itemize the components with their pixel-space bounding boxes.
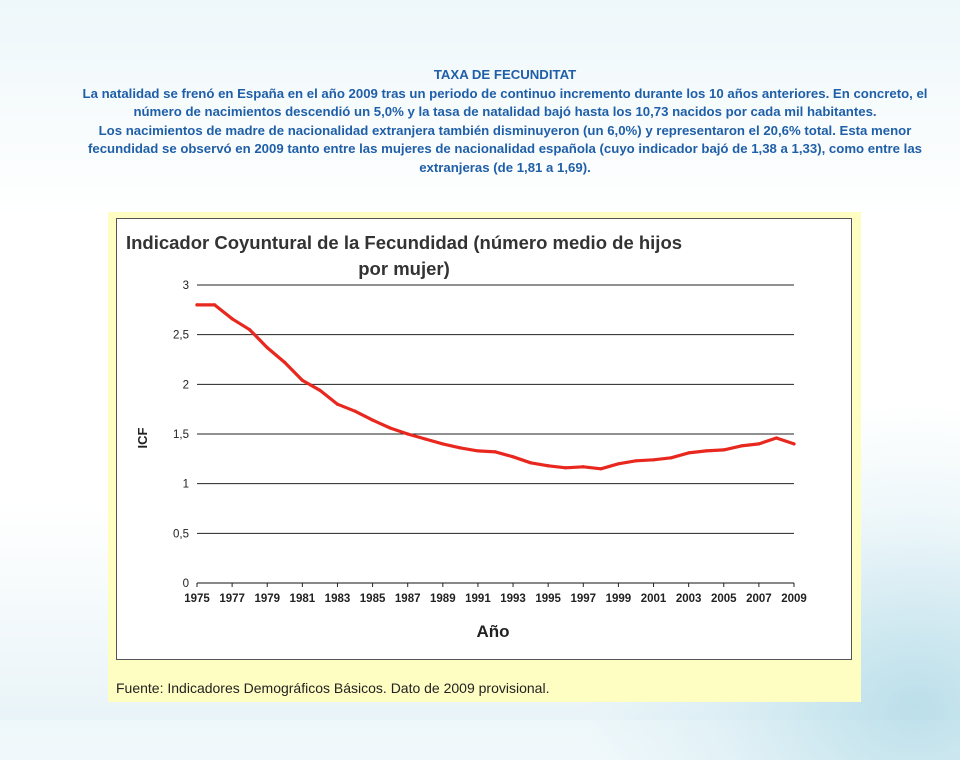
icf-data-point (564, 466, 568, 470)
icf-data-point (599, 467, 603, 471)
icf-data-point (265, 345, 269, 350)
icf-data-point (441, 442, 445, 446)
icf-data-point (546, 464, 550, 468)
icf-data-point (669, 456, 673, 460)
icf-data-point (300, 378, 304, 382)
icf-data-point (529, 461, 533, 465)
x-tick-label: 1975 (184, 593, 210, 605)
fertility-line-chart: Indicador Coyuntural de la Fecundidad (n… (126, 232, 807, 641)
y-tick-label: 1,5 (173, 429, 189, 441)
y-tick-label: 0,5 (173, 528, 189, 540)
source-note: Fuente: Indicadores Demográficos Básicos… (116, 680, 550, 696)
icf-data-point (739, 444, 743, 448)
icf-data-point (651, 458, 656, 462)
y-tick-label: 0 (183, 578, 189, 590)
icf-data-point (722, 448, 726, 452)
icf-data-point (616, 462, 621, 466)
y-axis-label: ICF (135, 427, 150, 448)
icf-data-point (370, 418, 375, 422)
icf-data-point (687, 451, 691, 455)
chart-panel: Indicador Coyuntural de la Fecundidad (n… (116, 218, 852, 660)
x-tick-label: 1999 (606, 593, 632, 605)
slide-paragraph-2: Los nacimientos de madre de nacionalidad… (87, 122, 923, 175)
y-tick-label: 2,5 (173, 330, 189, 342)
x-tick-label: 1993 (500, 593, 526, 605)
icf-data-point (634, 459, 638, 463)
icf-data-point (704, 449, 708, 453)
x-tick-label: 2005 (711, 593, 737, 605)
icf-data-point (335, 402, 340, 406)
x-axis-label: Año (476, 622, 509, 641)
x-tick-label: 1995 (535, 593, 561, 605)
y-tick-label: 2 (183, 379, 189, 391)
x-tick-label: 1985 (360, 593, 386, 605)
x-tick-label: 2007 (746, 593, 772, 605)
slide-text-block: TAXA DE FECUNDITAT La natalidad se frenó… (80, 66, 930, 177)
icf-data-point (195, 303, 199, 307)
icf-series-line (195, 303, 796, 471)
y-tick-label: 3 (183, 280, 189, 292)
x-tick-label: 2009 (781, 593, 807, 605)
x-tick-label: 1991 (465, 593, 491, 605)
x-tick-label: 2003 (676, 593, 702, 605)
x-tick-label: 2001 (641, 593, 667, 605)
icf-data-point (757, 442, 761, 446)
x-tick-label: 1987 (395, 593, 421, 605)
slide-heading: TAXA DE FECUNDITAT (433, 67, 577, 82)
icf-data-point (581, 465, 585, 469)
icf-data-point (388, 426, 392, 430)
chart-title-line-1: Indicador Coyuntural de la Fecundidad (n… (126, 232, 682, 253)
icf-data-point (792, 442, 796, 446)
icf-data-point (230, 317, 234, 321)
icf-data-point (476, 449, 480, 453)
x-tick-label: 1977 (219, 593, 245, 605)
x-tick-label: 1981 (290, 593, 316, 605)
chart-title-line-2: por mujer) (358, 258, 449, 279)
icf-data-point (318, 388, 322, 392)
figure-frame: Indicador Coyuntural de la Fecundidad (n… (108, 212, 861, 702)
icf-data-point (774, 436, 779, 440)
slide-paragraph-1: La natalidad se frenó en España en el añ… (82, 85, 928, 120)
x-tick-label: 1979 (254, 593, 280, 605)
x-tick-label: 1989 (430, 593, 456, 605)
icf-data-point (353, 409, 357, 413)
icf-data-point (493, 450, 498, 454)
icf-data-point (212, 303, 217, 307)
icf-data-point (283, 360, 287, 365)
y-tick-label: 1 (183, 479, 189, 491)
icf-data-point (423, 437, 427, 441)
icf-data-point (511, 455, 515, 459)
x-tick-label: 1997 (570, 593, 596, 605)
icf-data-point (248, 328, 252, 332)
icf-data-point (458, 446, 462, 450)
icf-data-point (406, 432, 410, 436)
x-tick-label: 1983 (325, 593, 351, 605)
